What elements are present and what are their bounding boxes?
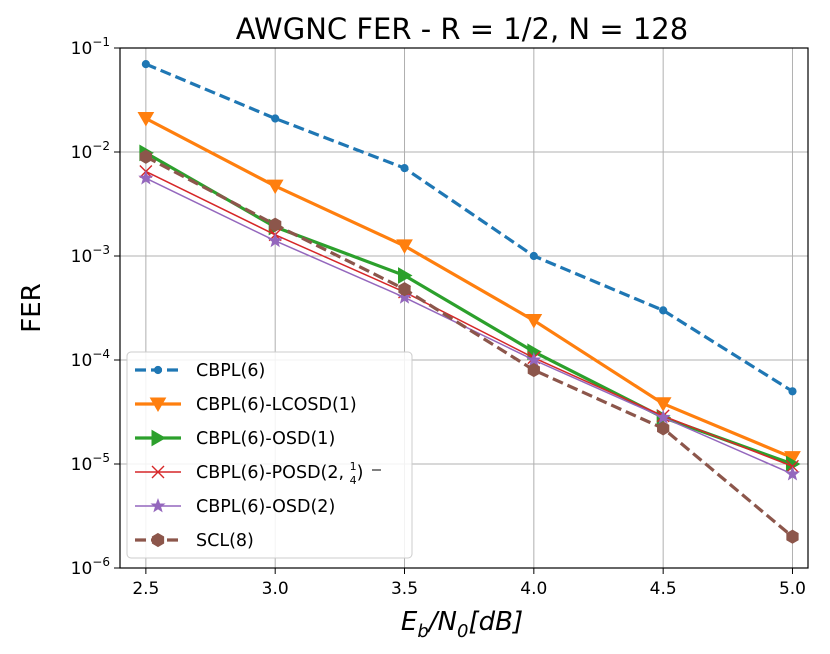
data-point [525, 313, 543, 329]
data-point [139, 149, 152, 164]
legend-marker [149, 397, 167, 413]
series-scl-8 [139, 149, 799, 544]
series-lines [137, 60, 801, 544]
y-tick-label: 10−6 [71, 555, 110, 579]
data-point [784, 466, 801, 481]
legend-marker [151, 532, 165, 548]
axis-ticks: 2.5 3.0 3.5 4.0 4.5 5.0 10−1 10−2 10−3 10−4 10−5 10… [71, 35, 806, 599]
x-tick-label: 5.0 [779, 579, 806, 599]
legend: CBPL(6) CBPL(6)-LCOSD(1) CBPL(6)-OSD(1) CBP… [126, 351, 413, 559]
legend-marker [151, 465, 165, 479]
plot-frame [119, 47, 809, 569]
legend-label: CBPL(6) [196, 361, 265, 381]
series-line [145, 155, 794, 538]
legend-marker [150, 498, 166, 513]
y-tick-label: 10−3 [71, 243, 110, 267]
series-line [145, 117, 794, 460]
data-point [266, 179, 284, 195]
x-tick-label: 3.0 [262, 579, 289, 599]
x-tick-label: 4.5 [650, 579, 677, 599]
legend-item: CBPL(6)-OSD(2) [135, 497, 335, 517]
data-point [654, 397, 672, 412]
series-cbpl-6 [141, 60, 797, 396]
x-tick-label: 4.0 [520, 579, 547, 599]
legend-label: SCL(8) [196, 531, 254, 551]
series-cbpl-6-lcosd-1 [137, 111, 801, 466]
legend-marker [151, 429, 167, 447]
chart-title: AWGNC FER - R = 1/2, N = 128 [236, 12, 688, 46]
legend-item: CBPL(6)-POSD(2, 1 4) [135, 460, 381, 487]
data-point [269, 217, 282, 232]
legend-item: CBPL(6) [135, 361, 265, 381]
y-tick-label: 10−1 [71, 35, 110, 59]
series-line [145, 62, 794, 393]
series-cbpl-6-osd-2 [138, 170, 801, 481]
data-point [137, 111, 155, 127]
data-point [529, 251, 538, 261]
data-point [267, 232, 283, 248]
legend-label: CBPL(6)-POSD(2, 1 4) [196, 460, 363, 487]
legend-item: CBPL(6)-OSD(1) [135, 429, 335, 449]
y-tick-label: 10−5 [71, 451, 110, 475]
legend-marker [153, 365, 163, 375]
series-line [145, 177, 793, 475]
data-point [655, 409, 671, 424]
data-point [657, 421, 670, 436]
data-point [138, 170, 154, 185]
data-point [788, 387, 797, 396]
legend-box [126, 351, 413, 559]
data-point [400, 164, 409, 173]
data-point [398, 267, 413, 284]
x-axis-label: Eb/N0[dB] [401, 607, 523, 642]
y-axis-label: FER [17, 283, 47, 332]
legend-item: CBPL(6)-LCOSD(1) [135, 395, 357, 415]
legend-label: CBPL(6)-LCOSD(1) [196, 395, 357, 415]
legend-label: CBPL(6)-OSD(1) [196, 429, 335, 449]
data-point [526, 352, 542, 367]
data-point [396, 289, 413, 304]
x-tick-label: 3.5 [391, 579, 418, 599]
legend-label: CBPL(6)-OSD(2) [196, 497, 335, 517]
data-point [141, 60, 150, 69]
data-point [786, 529, 799, 544]
series-line [145, 170, 793, 468]
data-point [398, 282, 411, 297]
y-tick-label: 10−2 [71, 139, 110, 163]
data-point [396, 239, 413, 254]
legend-item: SCL(8) [135, 531, 254, 551]
data-point [527, 363, 540, 378]
data-point [659, 306, 668, 315]
y-tick-label: 10−4 [71, 347, 110, 371]
x-tick-label: 2.5 [132, 579, 159, 599]
data-point [271, 114, 280, 123]
